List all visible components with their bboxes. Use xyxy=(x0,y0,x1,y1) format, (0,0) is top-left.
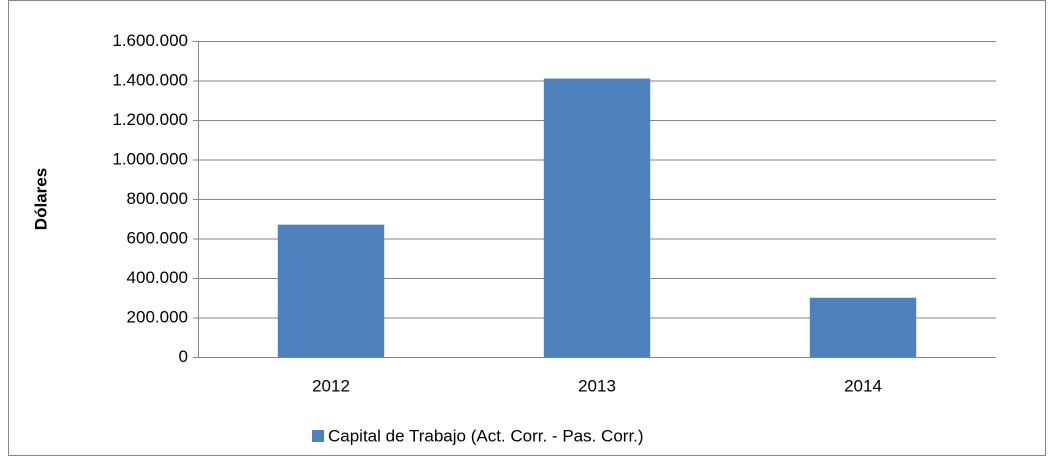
bar xyxy=(543,78,651,358)
y-tick-label: 1.600.000 xyxy=(112,31,188,50)
y-tick-label: 1.400.000 xyxy=(112,70,188,89)
chart-frame xyxy=(8,0,1046,456)
x-tick-label: 2013 xyxy=(578,376,616,395)
bar xyxy=(809,297,917,357)
bar xyxy=(277,224,385,357)
legend-label: Capital de Trabajo (Act. Corr. - Pas. Co… xyxy=(328,426,644,445)
x-tick-label: 2012 xyxy=(312,376,350,395)
y-tick-label: 1.000.000 xyxy=(112,149,188,168)
y-tick-label: 200.000 xyxy=(127,307,188,326)
y-tick-label: 0 xyxy=(179,347,188,366)
y-tick-label: 1.200.000 xyxy=(112,110,188,129)
y-tick-label: 600.000 xyxy=(127,228,188,247)
y-tick-label: 800.000 xyxy=(127,189,188,208)
y-axis-label: Dólares xyxy=(31,168,50,230)
legend-swatch xyxy=(312,430,324,442)
y-tick-label: 400.000 xyxy=(127,268,188,287)
x-tick-label: 2014 xyxy=(844,376,882,395)
